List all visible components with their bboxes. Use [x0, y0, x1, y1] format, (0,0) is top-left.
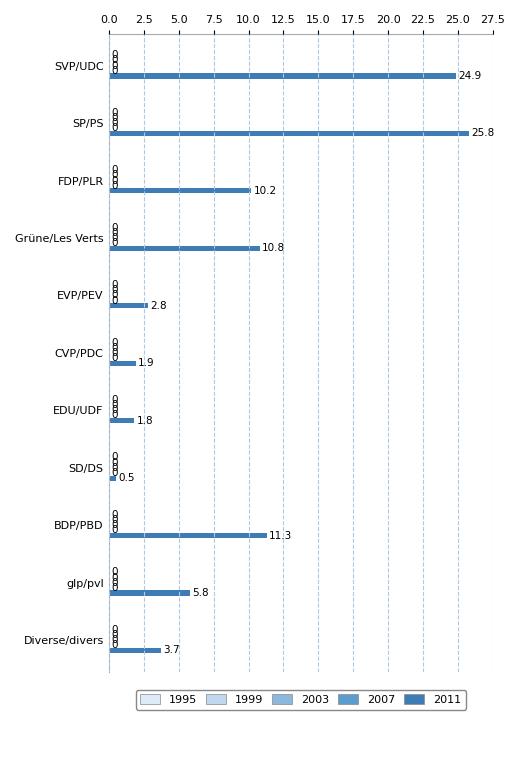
- Bar: [109, 360, 136, 366]
- Text: 0: 0: [111, 108, 118, 118]
- Text: 0: 0: [111, 510, 118, 520]
- Text: 2.8: 2.8: [150, 301, 167, 311]
- Text: 1.9: 1.9: [138, 358, 154, 368]
- Text: 0: 0: [111, 353, 118, 363]
- Text: 0: 0: [111, 55, 118, 65]
- Text: 0: 0: [111, 457, 118, 467]
- Text: 0: 0: [111, 176, 118, 186]
- Text: 10.2: 10.2: [253, 186, 277, 196]
- Text: 0: 0: [111, 181, 118, 191]
- Text: 0: 0: [111, 410, 118, 420]
- Text: 0: 0: [111, 583, 118, 593]
- Text: 0: 0: [111, 641, 118, 651]
- Text: 25.8: 25.8: [471, 129, 494, 139]
- Text: 0: 0: [111, 468, 118, 478]
- Text: 0: 0: [111, 228, 118, 238]
- Text: 0: 0: [111, 521, 118, 531]
- Text: 0: 0: [111, 405, 118, 415]
- Legend: 1995, 1999, 2003, 2007, 2011: 1995, 1999, 2003, 2007, 2011: [136, 690, 466, 710]
- Text: 0: 0: [111, 113, 118, 123]
- Text: 0: 0: [111, 525, 118, 535]
- Text: 10.8: 10.8: [262, 243, 285, 253]
- Bar: [109, 533, 267, 538]
- Text: 0: 0: [111, 61, 118, 71]
- Text: 0: 0: [111, 578, 118, 588]
- Text: 0: 0: [111, 348, 118, 358]
- Text: 0: 0: [111, 118, 118, 128]
- Text: 5.8: 5.8: [192, 588, 209, 598]
- Text: 0: 0: [111, 296, 118, 306]
- Text: 0.5: 0.5: [118, 473, 135, 483]
- Text: 0: 0: [111, 343, 118, 353]
- Text: 0: 0: [111, 395, 118, 405]
- Text: 0: 0: [111, 635, 118, 645]
- Text: 0: 0: [111, 223, 118, 233]
- Text: 0: 0: [111, 573, 118, 582]
- Text: 0: 0: [111, 567, 118, 578]
- Text: 1.8: 1.8: [136, 416, 153, 426]
- Text: 3.7: 3.7: [163, 645, 179, 655]
- Bar: [109, 303, 148, 308]
- Bar: [109, 476, 116, 480]
- Text: 0: 0: [111, 337, 118, 347]
- Text: 0: 0: [111, 290, 118, 300]
- Text: 24.9: 24.9: [459, 71, 482, 81]
- Text: 0: 0: [111, 285, 118, 295]
- Text: 0: 0: [111, 624, 118, 634]
- Text: 0: 0: [111, 166, 118, 176]
- Text: 0: 0: [111, 453, 118, 463]
- Text: 0: 0: [111, 50, 118, 60]
- Text: 0: 0: [111, 65, 118, 75]
- Bar: [109, 189, 251, 193]
- Bar: [109, 246, 260, 251]
- Text: 0: 0: [111, 630, 118, 640]
- Bar: [109, 648, 161, 653]
- Text: 0: 0: [111, 123, 118, 133]
- Text: 11.3: 11.3: [269, 531, 292, 541]
- Text: 0: 0: [111, 400, 118, 410]
- Bar: [109, 73, 457, 79]
- Bar: [109, 591, 190, 596]
- Text: 0: 0: [111, 463, 118, 473]
- Text: 0: 0: [111, 280, 118, 290]
- Bar: [109, 418, 134, 424]
- Text: 0: 0: [111, 170, 118, 180]
- Text: 0: 0: [111, 233, 118, 243]
- Bar: [109, 131, 469, 136]
- Text: 0: 0: [111, 238, 118, 248]
- Text: 0: 0: [111, 515, 118, 525]
